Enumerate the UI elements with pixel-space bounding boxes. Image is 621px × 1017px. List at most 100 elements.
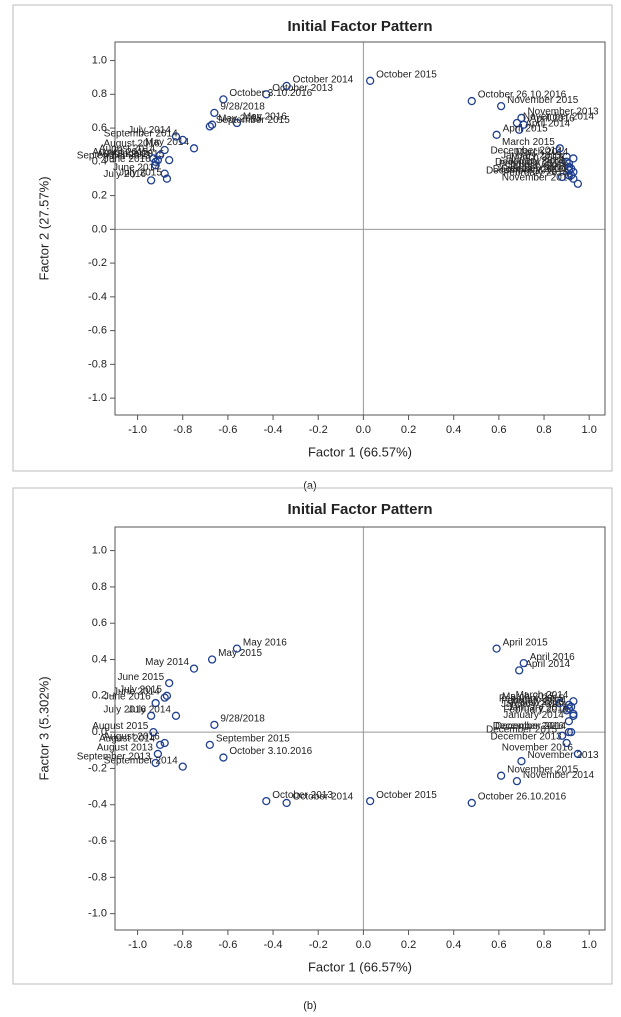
point-label: August 2013 bbox=[97, 743, 154, 754]
x-tick-label: -0.6 bbox=[218, 939, 237, 951]
point-label: January 2014 bbox=[503, 710, 564, 721]
point-label: September 2014 bbox=[104, 129, 178, 140]
plot-frame bbox=[114, 526, 606, 931]
data-point bbox=[566, 702, 576, 711]
data-point bbox=[566, 727, 576, 737]
point-label: January 2016 bbox=[508, 161, 569, 172]
point-label: July 2016 bbox=[103, 169, 146, 180]
x-tick-label: 0.2 bbox=[401, 939, 416, 951]
point-label: 9/28/2018 bbox=[220, 102, 265, 113]
data-point bbox=[519, 120, 528, 129]
point-label: December 2015 bbox=[486, 724, 558, 735]
data-point bbox=[515, 125, 524, 134]
data-point bbox=[156, 150, 165, 160]
x-tick-label: 0.6 bbox=[491, 424, 506, 436]
x-axis-label: Factor 1 (66.57%) bbox=[308, 444, 412, 459]
y-tick-label: 0.8 bbox=[92, 88, 107, 100]
data-point bbox=[207, 120, 217, 129]
point-label: February 2016 bbox=[503, 167, 568, 178]
y-tick-label: 0.4 bbox=[92, 653, 107, 665]
x-tick-label: -0.8 bbox=[173, 939, 192, 951]
x-tick-label: 0.6 bbox=[491, 939, 506, 951]
data-point bbox=[205, 740, 214, 749]
data-point bbox=[165, 678, 174, 688]
point-label: September 2013 bbox=[77, 752, 151, 763]
data-point bbox=[366, 796, 375, 806]
data-point bbox=[146, 711, 156, 720]
data-point bbox=[151, 698, 160, 708]
x-tick-label: 0.4 bbox=[446, 424, 461, 436]
data-point bbox=[569, 697, 578, 706]
point-label: November 2015 bbox=[507, 764, 579, 775]
y-tick-label: -0.6 bbox=[88, 325, 107, 337]
point-label: May 2016 bbox=[243, 112, 287, 123]
y-tick-label: 0.0 bbox=[92, 223, 107, 235]
data-point bbox=[564, 717, 574, 726]
point-label: September 2013 bbox=[77, 150, 151, 161]
data-point bbox=[162, 691, 172, 700]
x-tick-label: 0.8 bbox=[536, 424, 551, 436]
point-label: December 2015 bbox=[486, 166, 558, 177]
y-tick-label: -0.8 bbox=[88, 871, 107, 883]
point-label: February 2016 bbox=[503, 704, 568, 715]
point-label: July 2015 bbox=[119, 684, 162, 695]
data-point bbox=[210, 720, 219, 730]
point-label: January 2015 bbox=[501, 699, 562, 710]
data-point bbox=[573, 179, 583, 188]
point-label: March 2015 bbox=[502, 692, 555, 703]
point-label: October 2014 bbox=[293, 75, 354, 86]
data-point bbox=[555, 698, 564, 708]
data-point bbox=[569, 174, 578, 183]
y-tick-label: -0.6 bbox=[88, 835, 107, 847]
data-point bbox=[262, 90, 271, 99]
point-label: August 2015 bbox=[92, 721, 149, 732]
point-label: January 2014 bbox=[503, 156, 564, 167]
point-label: September 2015 bbox=[216, 115, 290, 126]
data-point bbox=[573, 749, 583, 759]
y-tick-label: 0.2 bbox=[92, 690, 107, 702]
point-label: April 2015 bbox=[503, 637, 548, 648]
data-point bbox=[564, 704, 574, 713]
point-label: October 2015 bbox=[376, 69, 437, 80]
point-label: December 2014 bbox=[495, 721, 567, 732]
point-label: July 2016 bbox=[103, 704, 146, 715]
data-point bbox=[262, 796, 271, 806]
point-label: August 2014 bbox=[99, 144, 156, 155]
point-label: April 2014 bbox=[525, 118, 570, 129]
x-tick-label: 1.0 bbox=[582, 939, 597, 951]
point-label: February 2014 bbox=[501, 695, 566, 706]
x-tick-label: 0.2 bbox=[401, 424, 416, 436]
x-tick-label: 0.8 bbox=[536, 939, 551, 951]
point-label: April 2015 bbox=[503, 123, 548, 134]
point-label: February 2014 bbox=[501, 164, 566, 175]
data-point bbox=[557, 731, 567, 740]
data-point bbox=[496, 771, 506, 780]
data-point bbox=[282, 798, 291, 808]
data-point bbox=[232, 118, 242, 128]
data-point bbox=[232, 644, 242, 653]
y-tick-label: 0.8 bbox=[92, 581, 107, 593]
data-point bbox=[555, 144, 564, 153]
y-tick-label: 0.2 bbox=[92, 189, 107, 201]
x-tick-label: -0.6 bbox=[218, 424, 237, 436]
y-tick-label: -1.0 bbox=[88, 392, 107, 404]
point-label: October 2014 bbox=[293, 792, 354, 803]
y-axis-label: Factor 2 (27.57%) bbox=[36, 176, 51, 280]
data-point bbox=[492, 644, 501, 653]
point-label: May 2016 bbox=[243, 637, 287, 648]
data-point bbox=[153, 749, 163, 759]
point-label: October 3.10.2016 bbox=[229, 746, 312, 757]
x-tick-label: 0.0 bbox=[356, 939, 371, 951]
point-label: December 2013 bbox=[490, 732, 562, 743]
point-label: March 2015 bbox=[502, 137, 555, 148]
y-tick-label: -0.4 bbox=[88, 291, 107, 303]
data-point bbox=[171, 711, 181, 720]
point-label: April 2016 bbox=[530, 652, 575, 663]
data-point bbox=[562, 738, 571, 748]
point-label: April 2016 bbox=[530, 113, 575, 124]
data-point bbox=[562, 157, 571, 166]
data-point bbox=[151, 157, 160, 166]
data-point bbox=[178, 135, 187, 145]
data-point bbox=[205, 122, 214, 131]
